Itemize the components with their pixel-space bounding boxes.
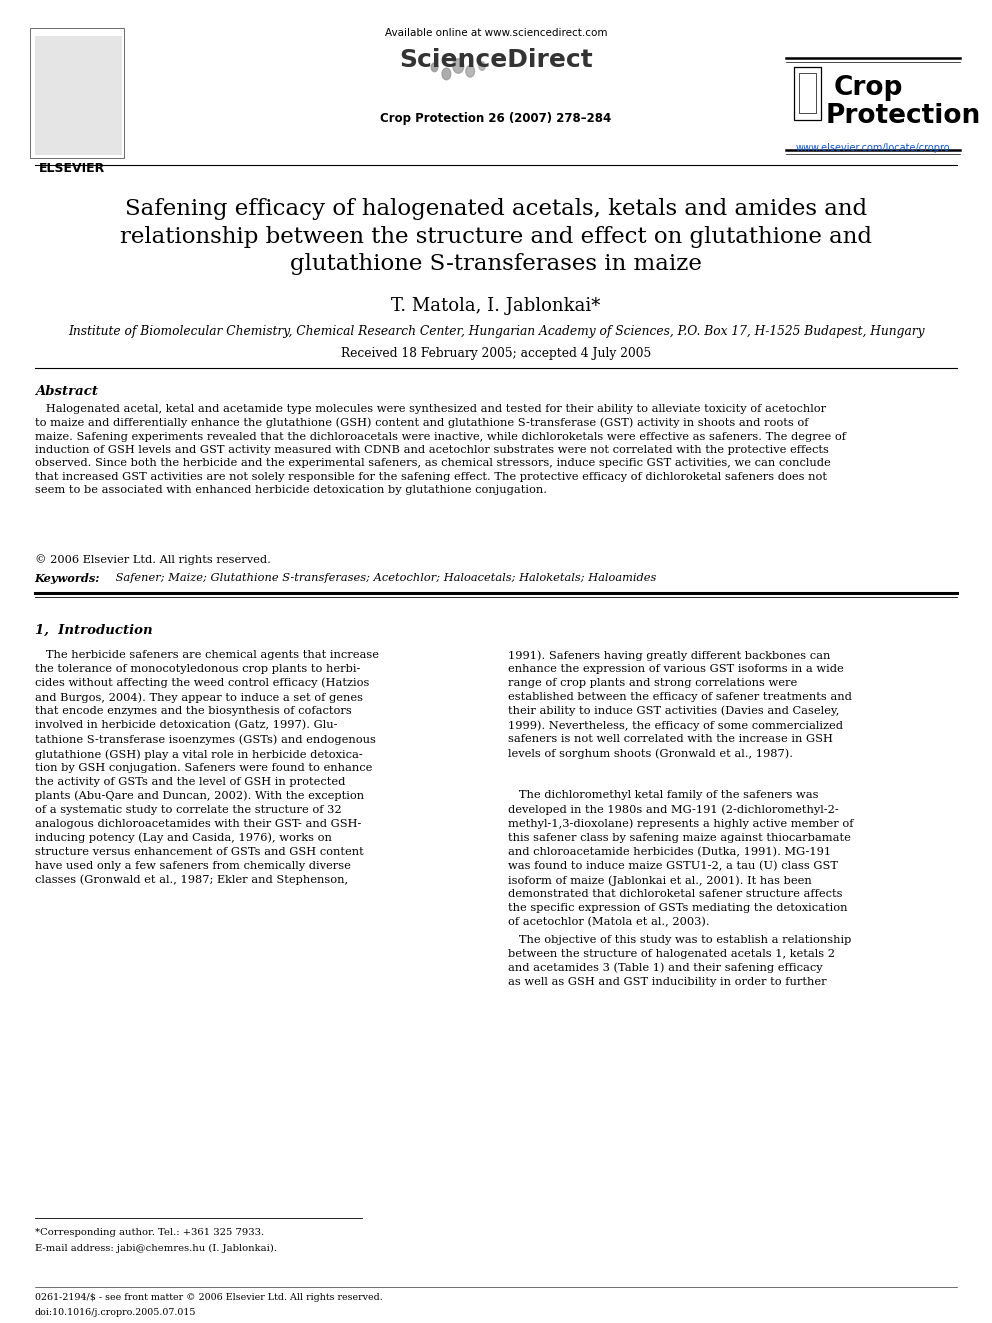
Bar (35, 36, 122, 155)
Text: The herbicide safeners are chemical agents that increase
the tolerance of monoco: The herbicide safeners are chemical agen… (35, 650, 379, 885)
Text: Received 18 February 2005; accepted 4 July 2005: Received 18 February 2005; accepted 4 Ju… (341, 347, 651, 360)
Text: Keywords:: Keywords: (35, 573, 100, 583)
Text: 1,  Introduction: 1, Introduction (35, 624, 153, 636)
Bar (30, 28, 124, 157)
Circle shape (452, 58, 464, 73)
Text: The dichloromethyl ketal family of the safeners was
developed in the 1980s and M: The dichloromethyl ketal family of the s… (508, 790, 853, 927)
Text: doi:10.1016/j.cropro.2005.07.015: doi:10.1016/j.cropro.2005.07.015 (35, 1308, 196, 1316)
Text: 0261-2194/$ - see front matter © 2006 Elsevier Ltd. All rights reserved.: 0261-2194/$ - see front matter © 2006 El… (35, 1293, 383, 1302)
Text: ELSEVIER: ELSEVIER (39, 161, 105, 175)
Text: T. Matola, I. Jablonkai*: T. Matola, I. Jablonkai* (391, 296, 601, 315)
Text: Institute of Biomolecular Chemistry, Chemical Research Center, Hungarian Academy: Institute of Biomolecular Chemistry, Che… (67, 325, 925, 337)
Text: Safener; Maize; Glutathione S-transferases; Acetochlor; Haloacetals; Haloketals;: Safener; Maize; Glutathione S-transferas… (112, 573, 657, 583)
Text: relationship between the structure and effect on glutathione and: relationship between the structure and e… (120, 226, 872, 247)
Circle shape (432, 64, 437, 71)
Text: Available online at www.sciencedirect.com: Available online at www.sciencedirect.co… (385, 28, 607, 38)
Text: 1991). Safeners having greatly different backbones can
enhance the expression of: 1991). Safeners having greatly different… (508, 650, 852, 759)
Text: The objective of this study was to establish a relationship
between the structur: The objective of this study was to estab… (508, 935, 851, 987)
Text: Protection: Protection (825, 103, 981, 130)
Circle shape (466, 65, 474, 77)
Text: Crop Protection 26 (2007) 278–284: Crop Protection 26 (2007) 278–284 (380, 112, 612, 124)
Text: Halogenated acetal, ketal and acetamide type molecules were synthesized and test: Halogenated acetal, ketal and acetamide … (35, 404, 846, 495)
Circle shape (479, 62, 485, 70)
Text: Safening efficacy of halogenated acetals, ketals and amides and: Safening efficacy of halogenated acetals… (125, 198, 867, 220)
Text: Crop: Crop (833, 75, 903, 101)
Text: Abstract: Abstract (35, 385, 98, 398)
Text: E-mail address: jabi@chemres.hu (I. Jablonkai).: E-mail address: jabi@chemres.hu (I. Jabl… (35, 1244, 277, 1253)
Text: © 2006 Elsevier Ltd. All rights reserved.: © 2006 Elsevier Ltd. All rights reserved… (35, 554, 271, 565)
Text: glutathione S-transferases in maize: glutathione S-transferases in maize (290, 253, 702, 275)
Circle shape (442, 67, 450, 79)
Text: www.elsevier.com/locate/cropro: www.elsevier.com/locate/cropro (796, 143, 950, 153)
Text: ScienceDirect: ScienceDirect (399, 48, 593, 71)
Text: *Corresponding author. Tel.: +361 325 7933.: *Corresponding author. Tel.: +361 325 79… (35, 1228, 264, 1237)
Bar (794, 66, 821, 119)
Bar (799, 73, 816, 112)
